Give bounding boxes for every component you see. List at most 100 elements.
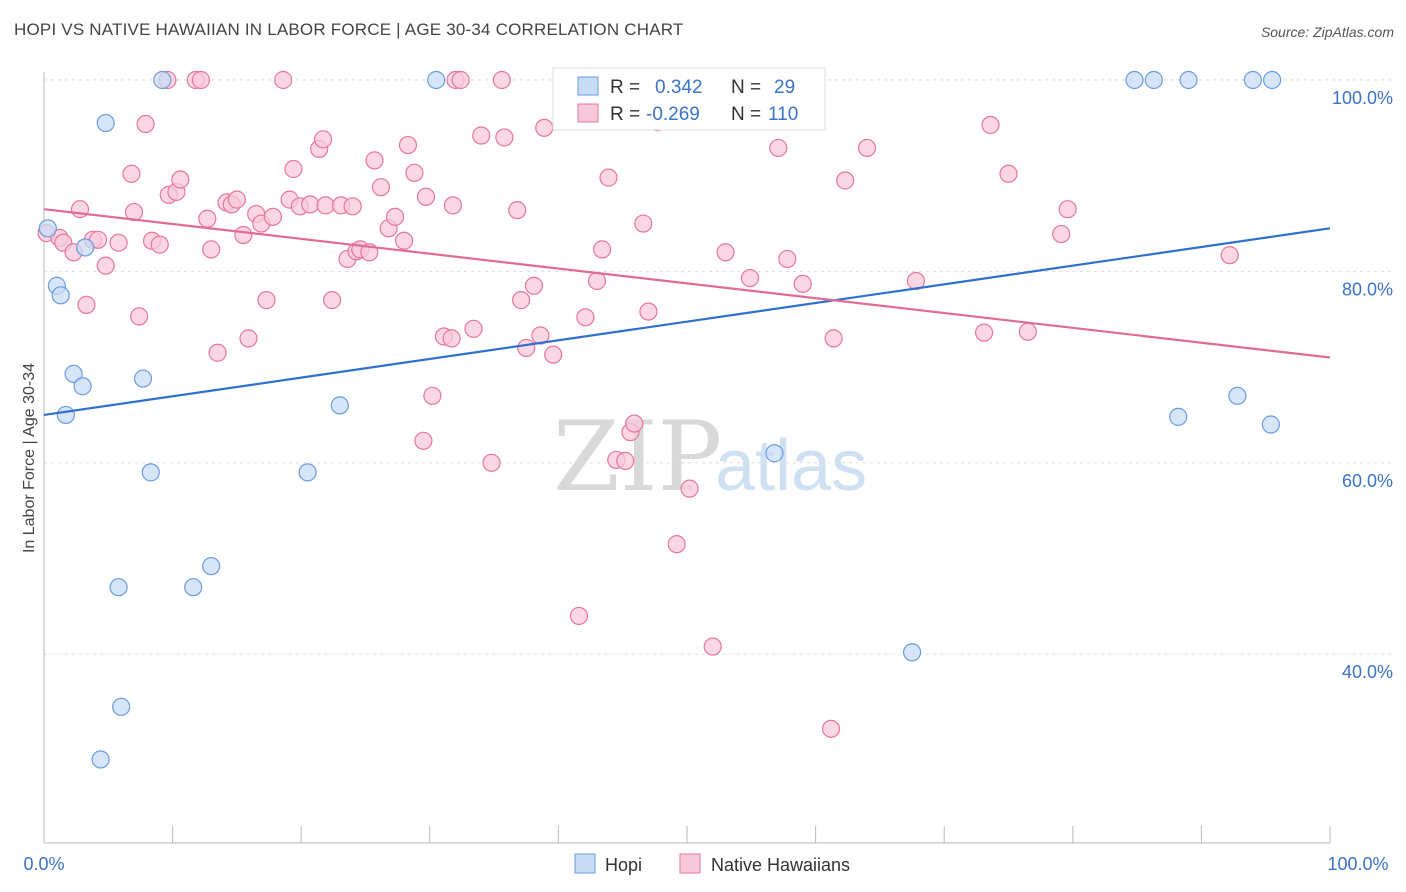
hawaiian-point-65 — [472, 126, 491, 145]
hopi-point-8 — [109, 578, 128, 597]
hawaiian-point-57 — [416, 187, 436, 206]
hopi-point-20 — [902, 643, 922, 662]
chart-source: Source: ZipAtlas.com — [1260, 24, 1394, 40]
hawaiian-point-104 — [999, 164, 1018, 183]
hopi-point-14 — [184, 578, 203, 597]
hawaiian-point-32 — [257, 291, 276, 310]
hopi-point-17 — [330, 396, 349, 415]
hawaiian-point-88 — [667, 535, 686, 554]
hawaiian-point-99 — [836, 171, 855, 190]
legend-n-value-hopi: 29 — [774, 77, 795, 98]
y-tick-labels: 40.0% 60.0% 80.0% 100.0% — [1332, 88, 1393, 682]
hawaiian-point-84 — [625, 414, 644, 433]
y-tick-label-40: 40.0% — [1342, 662, 1393, 682]
hopi-point-27 — [1228, 386, 1247, 405]
hawaiian-point-90 — [703, 637, 722, 656]
hawaiian-point-77 — [576, 308, 595, 327]
hawaiian-point-10 — [122, 164, 141, 183]
correlation-legend: R = 0.342 N = 29 R = -0.269 N = 110 — [552, 67, 826, 131]
series-legend-swatch-hawaiian — [679, 853, 701, 874]
hawaiian-point-97 — [821, 719, 841, 738]
hopi-point-13 — [153, 70, 172, 90]
hawaiian-point-89 — [680, 479, 699, 498]
legend-n-label-hawaiian: N = — [731, 104, 761, 125]
hawaiian-point-15 — [150, 235, 169, 254]
hawaiian-point-38 — [301, 195, 320, 214]
hopi-point-26 — [1263, 70, 1282, 90]
hawaiian-point-54 — [398, 135, 418, 155]
hawaiian-point-45 — [343, 197, 362, 216]
hawaiian-point-86 — [639, 302, 658, 321]
hawaiian-point-36 — [284, 159, 303, 179]
hopi-point-3 — [56, 405, 75, 425]
hawaiian-point-50 — [371, 178, 391, 197]
hawaiian-point-55 — [405, 163, 424, 182]
gridlines — [44, 79, 1392, 655]
hawaiian-point-79 — [593, 240, 612, 259]
hawaiian-point-23 — [202, 240, 221, 259]
series-legend-label-hopi: Hopi — [605, 855, 642, 875]
hawaiian-point-42 — [322, 291, 342, 310]
hawaiian-point-92 — [740, 268, 760, 288]
hawaiian-point-61 — [443, 196, 463, 215]
hawaiian-point-58 — [423, 386, 442, 405]
hopi-point-25 — [1243, 70, 1262, 90]
hopi-point-23 — [1179, 70, 1198, 90]
hawaiian-point-67 — [492, 70, 511, 90]
hawaiian-point-27 — [227, 190, 246, 209]
legend-r-label-hawaiian: R = — [610, 104, 640, 125]
legend-r-value-hawaiian: -0.269 — [646, 104, 700, 125]
y-tick-label-60: 60.0% — [1342, 471, 1393, 491]
hawaiian-point-53 — [394, 231, 414, 250]
hawaiian-point-9 — [109, 233, 128, 252]
watermark: ZIP atlas — [553, 401, 867, 513]
hopi-point-11 — [133, 369, 153, 388]
hawaiian-point-69 — [508, 201, 527, 220]
hawaiian-point-5 — [77, 295, 96, 314]
y-tick-label-80: 80.0% — [1342, 279, 1393, 299]
hawaiian-point-4 — [70, 200, 90, 219]
hawaiian-point-108 — [1220, 246, 1239, 265]
hawaiian-point-70 — [512, 291, 531, 310]
hawaiian-point-64 — [464, 319, 483, 338]
legend-n-value-hawaiian: 110 — [768, 104, 798, 125]
series-legend-swatch-hopi — [574, 853, 596, 874]
hopi-point-22 — [1144, 70, 1163, 90]
hopi-point-15 — [202, 557, 221, 576]
legend-swatch-hopi — [577, 76, 599, 96]
hopi-point-2 — [51, 286, 70, 305]
hawaiian-point-82 — [616, 451, 635, 470]
hawaiian-point-103 — [981, 115, 1000, 135]
hopi-point-7 — [96, 113, 115, 133]
hawaiian-point-49 — [365, 151, 384, 170]
hopi-point-28 — [1261, 415, 1280, 434]
hawaiian-point-105 — [1018, 322, 1037, 341]
hawaiian-trend-line — [43, 208, 1331, 359]
chart-title: HOPI VS NATIVE HAWAIIAN IN LABOR FORCE |… — [14, 20, 684, 39]
trend-lines — [43, 208, 1331, 417]
x-tick-label-max: 100.0% — [1327, 854, 1388, 874]
hawaiian-point-63 — [451, 70, 470, 90]
series-legend-label-hawaiian: Native Hawaiians — [711, 855, 850, 875]
hopi-point-12 — [141, 463, 160, 482]
hawaiian-point-28 — [234, 225, 253, 245]
hawaiian-point-40 — [313, 130, 333, 149]
hawaiian-point-75 — [544, 345, 563, 364]
hawaiian-point-60 — [442, 329, 461, 348]
series-legend: Hopi Native Hawaiians — [574, 853, 850, 875]
hawaiian-point-94 — [778, 249, 797, 269]
hawaiian-point-22 — [198, 209, 217, 228]
hawaiian-point-8 — [96, 256, 115, 275]
legend-n-label-hopi: N = — [731, 77, 761, 98]
hawaiian-point-107 — [1058, 200, 1077, 219]
y-tick-label-100: 100.0% — [1332, 88, 1393, 108]
hawaiian-point-21 — [191, 70, 210, 90]
x-ticks — [43, 826, 1331, 843]
legend-r-label-hopi: R = — [610, 77, 640, 98]
hawaiian-point-80 — [599, 168, 618, 187]
x-tick-label-min: 0.0% — [23, 854, 64, 874]
hopi-point-24 — [1169, 407, 1188, 426]
hawaiian-point-74 — [535, 118, 554, 137]
legend-r-value-hopi: 0.342 — [655, 77, 703, 98]
hawaiian-point-41 — [316, 196, 335, 215]
